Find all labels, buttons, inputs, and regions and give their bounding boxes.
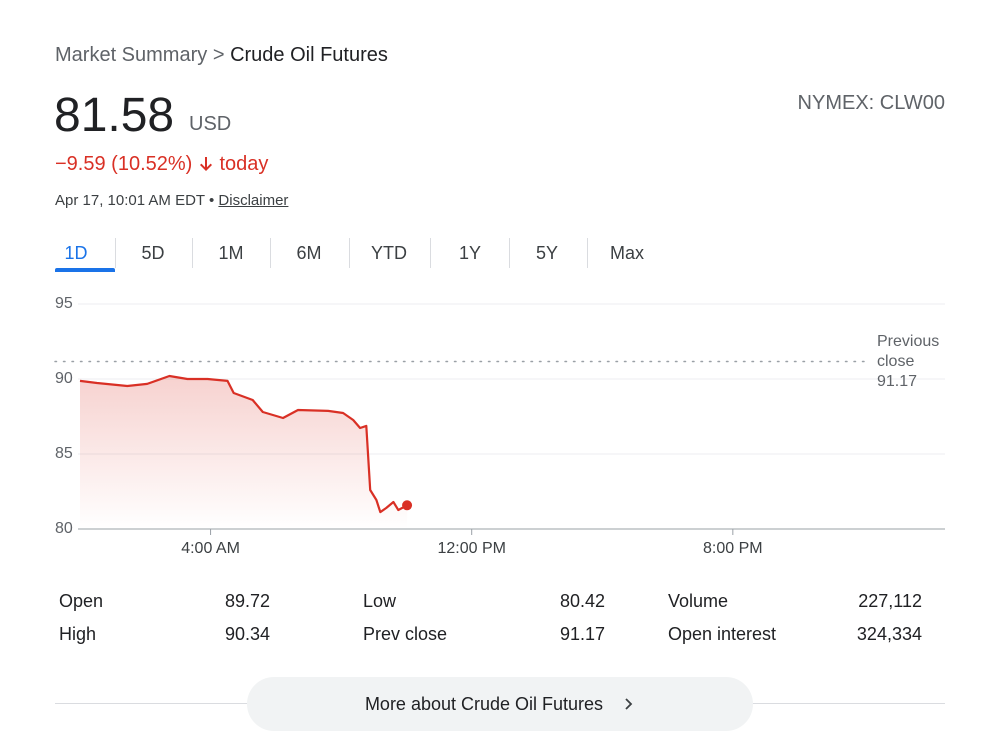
range-tab[interactable]: 1D [64, 243, 88, 263]
tab-divider [587, 238, 588, 268]
x-tick-label: 8:00 PM [703, 540, 763, 557]
stat-label: Open interest [668, 624, 777, 644]
stat-value: 91.17 [559, 624, 605, 644]
stat-value: 90.34 [224, 624, 270, 644]
price: 81.58 [54, 89, 175, 142]
breadcrumb-current: Crude Oil Futures [230, 44, 388, 66]
price-line [79, 374, 408, 514]
x-tick-label: 12:00 PM [437, 540, 505, 557]
range-tab[interactable]: 5Y [535, 243, 559, 263]
stat-label: High [59, 624, 97, 644]
range-tab[interactable]: Max [609, 243, 644, 263]
change-value: −9.59 (10.52%) [55, 153, 193, 175]
stat-label: Volume [668, 591, 729, 611]
stat-value: 89.72 [224, 591, 270, 611]
more-button[interactable]: More about Crude Oil Futures [247, 677, 753, 731]
stat-label: Prev close [363, 624, 448, 644]
breadcrumb-separator: > [212, 44, 225, 66]
chevron [625, 698, 633, 710]
current-point [402, 500, 413, 511]
stat-value: 324,334 [856, 624, 922, 644]
y-tick-label: 90 [55, 370, 73, 387]
stat-label: Open [59, 591, 104, 611]
timestamp-row: Apr 17, 10:01 AM EDT • Disclaimer [55, 192, 289, 209]
stat-value: 80.42 [559, 591, 605, 611]
more-button-label: More about Crude Oil Futures [364, 693, 604, 714]
x-tick-label: 4:00 AM [181, 540, 240, 557]
breadcrumb: Market Summary > Crude Oil Futures [55, 44, 388, 67]
tab-divider [270, 238, 271, 268]
change-suffix: today [219, 153, 269, 175]
tab-divider [349, 238, 350, 268]
range-tab[interactable]: 1M [218, 243, 244, 263]
breadcrumb-parent[interactable]: Market Summary [55, 44, 208, 66]
y-tick-label: 95 [55, 295, 73, 312]
disclaimer-link[interactable]: Disclaimer [218, 192, 289, 209]
timestamp: Apr 17, 10:01 AM EDT [55, 192, 205, 209]
down-arrow [199, 157, 212, 171]
stat-value: 227,112 [858, 591, 922, 611]
change: −9.59 (10.52%) today [55, 153, 268, 176]
range-tab[interactable]: YTD [371, 243, 407, 263]
range-tab[interactable]: 5D [141, 243, 165, 263]
tab-divider [429, 238, 431, 268]
stat-label: Low [363, 591, 397, 611]
previous-close-value: 91.17 [877, 373, 918, 390]
tab-divider [114, 238, 116, 268]
range-tab[interactable]: 1Y [458, 243, 482, 263]
tab-underline [55, 268, 115, 272]
area-fill [80, 376, 408, 529]
exchange: NYMEX: CLW00 [797, 92, 945, 114]
tab-divider [508, 238, 510, 268]
currency: USD [189, 113, 232, 135]
tab-divider [192, 238, 193, 268]
y-tick-label: 85 [55, 445, 73, 462]
previous-close-label: Previous close [877, 333, 940, 370]
range-tab[interactable]: 6M [296, 243, 322, 263]
y-tick-label: 80 [55, 520, 73, 537]
